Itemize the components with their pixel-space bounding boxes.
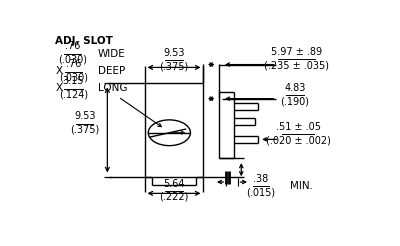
Text: .38: .38 (253, 174, 268, 184)
Text: (.375): (.375) (159, 61, 189, 71)
Text: (.190): (.190) (280, 96, 310, 106)
Text: (.222): (.222) (159, 191, 189, 201)
Text: LONG: LONG (98, 83, 128, 93)
Text: (.235 ± .035): (.235 ± .035) (264, 60, 329, 70)
Text: 5.64: 5.64 (163, 179, 185, 189)
Text: .51 ± .05: .51 ± .05 (276, 122, 320, 132)
Text: 9.53: 9.53 (163, 48, 185, 58)
Text: MIN.: MIN. (290, 181, 313, 191)
Text: 4.83: 4.83 (284, 83, 306, 93)
Text: (.124): (.124) (59, 89, 88, 99)
Text: .76: .76 (65, 41, 80, 51)
Text: 5.97 ± .89: 5.97 ± .89 (271, 47, 322, 57)
Text: (.030): (.030) (58, 54, 87, 64)
Text: (.015): (.015) (246, 187, 275, 197)
Text: (.375): (.375) (70, 125, 99, 135)
Text: 9.53: 9.53 (74, 111, 96, 121)
Text: DEEP: DEEP (98, 66, 125, 76)
Text: (.030): (.030) (59, 72, 88, 82)
Text: ADJ. SLOT: ADJ. SLOT (55, 36, 112, 46)
Text: .76: .76 (66, 59, 81, 69)
Text: (.020 ± .002): (.020 ± .002) (266, 135, 330, 145)
Text: 3.15: 3.15 (62, 76, 84, 86)
Text: WIDE: WIDE (98, 49, 126, 59)
Text: X: X (56, 83, 63, 93)
Text: X: X (56, 66, 63, 76)
